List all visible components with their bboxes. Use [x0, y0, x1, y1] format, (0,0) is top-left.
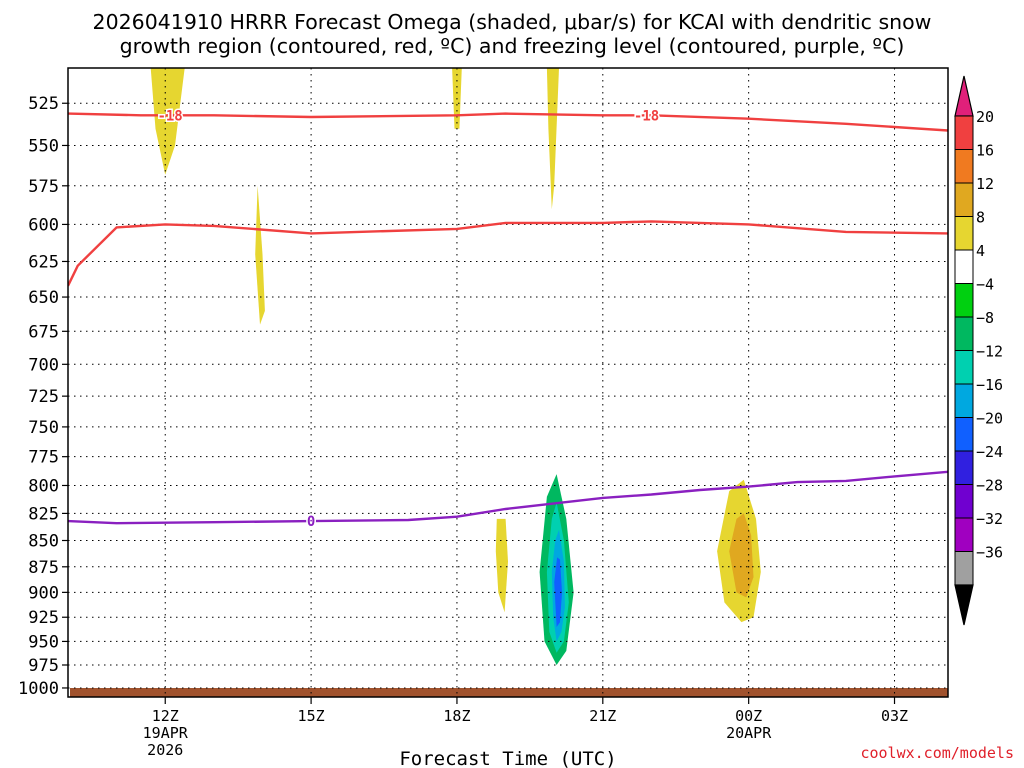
x-axis-label: Forecast Time (UTC): [399, 748, 616, 768]
omega-region-yellow-right-large: [797, 68, 948, 525]
colorbar-over-triangle: [954, 75, 974, 117]
colorbar-segment: [954, 249, 974, 284]
y-tick-label-625: 625: [28, 252, 59, 272]
omega-region-orange-14Z-streak: [255, 185, 265, 325]
colorbar-segment: [954, 149, 974, 184]
colorbar-label-20: 20: [976, 108, 994, 126]
omega-region-green-03Z: [870, 597, 948, 684]
y-tick-label-975: 975: [28, 656, 59, 676]
colorbar-label--12: −12: [976, 343, 1003, 361]
contour-0C: [68, 470, 948, 525]
colorbar-label-4: 4: [976, 242, 985, 260]
y-tick-label-875: 875: [28, 558, 59, 578]
colorbar-label--4: −4: [976, 276, 994, 294]
colorbar-label--28: −28: [976, 477, 1003, 495]
colorbar-segment: [954, 450, 974, 485]
colorbar-label--32: −32: [976, 510, 1003, 528]
y-tick-label-550: 550: [28, 136, 59, 156]
y-tick-label-950: 950: [28, 632, 59, 652]
colorbar-segment: [954, 417, 974, 452]
omega-region-yellow-21Z-thin: [598, 474, 608, 603]
x-date-label: 20APR: [726, 724, 772, 742]
x-tick-label-03Z: 03Z: [881, 707, 908, 725]
y-tick-label-900: 900: [28, 583, 59, 603]
x-date-label: 19APR: [143, 724, 189, 742]
y-tick-label-850: 850: [28, 531, 59, 551]
contour-layer: -18 -18 0: [68, 107, 948, 532]
terrain-strip: [70, 688, 948, 697]
omega-region-yellow-12Z-upper: [126, 68, 243, 283]
y-tick-label-525: 525: [28, 94, 59, 114]
axes-layer: 525 550 575 600 625 650 675 700 725 750 775 800 825 8…: [18, 67, 949, 759]
omega-region-yellow-22Z-column: [607, 68, 807, 345]
contour-label: -18: [157, 108, 182, 124]
omega-region-orange-20Z-streak: [546, 68, 559, 210]
colorbar-segment: [954, 383, 974, 418]
omega-region-green-22Z: [636, 450, 671, 665]
colorbar-under-triangle: [954, 584, 974, 626]
omega-region-yellow-13Z-column: [238, 68, 312, 413]
contour--12C: [68, 220, 948, 287]
x-tick-label-15Z: 15Z: [298, 707, 325, 725]
omega-region-blue-20Z-lower: [554, 557, 562, 627]
y-tick-label-1000: 1000: [18, 679, 59, 699]
omega-region-darkorange-00Z-lower: [729, 513, 754, 598]
contour-label: -18: [634, 108, 659, 124]
colorbar-segment: [954, 115, 974, 150]
colorbar-segment: [954, 316, 974, 351]
plot-frame: [67, 67, 949, 698]
colorbar-segment: [954, 350, 974, 385]
x-tick-label-00Z: 00Z: [735, 707, 762, 725]
x-year-label: 2026: [147, 741, 183, 759]
colorbar-label-12: 12: [976, 175, 994, 193]
y-tick-label-700: 700: [28, 355, 59, 375]
grid-layer: [68, 68, 948, 697]
colorbar-label--16: −16: [976, 376, 1003, 394]
x-tick-label-21Z: 21Z: [589, 707, 616, 725]
y-tick-label-750: 750: [28, 418, 59, 438]
omega-region-green-19Z-streak: [502, 68, 509, 322]
colorbar-label--36: −36: [976, 544, 1003, 562]
y-tick-label-575: 575: [28, 177, 59, 197]
colorbar-segment: [954, 484, 974, 519]
credit-link[interactable]: coolwx.com/models: [860, 744, 1014, 762]
omega-fill-layer: [70, 68, 948, 697]
colorbar-segment: [954, 551, 974, 586]
colorbar-segment: [954, 182, 974, 217]
chart-title: 2026041910 HRRR Forecast Omega (shaded, …: [92, 10, 932, 34]
y-tick-label-825: 825: [28, 504, 59, 524]
y-tick-label-650: 650: [28, 288, 59, 308]
omega-region-yellow-20Z-column: [534, 68, 608, 365]
y-tick-label-600: 600: [28, 215, 59, 235]
x-tick-label-18Z: 18Z: [443, 707, 470, 725]
colorbar-label-8: 8: [976, 209, 985, 227]
omega-region-orange-12Z-upper: [150, 68, 185, 175]
omega-region-yellow-18Z-column: [422, 68, 477, 298]
omega-region-orange-19Z-lower: [495, 518, 508, 613]
colorbar-label--24: −24: [976, 443, 1003, 461]
colorbar: 20 16 12 8 4 −4 −8 −12 −16 −20 −24 −28 −32 −36: [954, 75, 1003, 626]
y-tick-label-800: 800: [28, 476, 59, 496]
y-tick-label-725: 725: [28, 387, 59, 407]
colorbar-segment: [954, 283, 974, 318]
colorbar-segment: [954, 216, 974, 251]
colorbar-label-16: 16: [976, 142, 994, 160]
y-tick-label-675: 675: [28, 322, 59, 342]
x-tick-label-12Z: 12Z: [152, 707, 179, 725]
contour--18C: [68, 112, 948, 132]
y-tick-label-775: 775: [28, 448, 59, 468]
colorbar-label--8: −8: [976, 309, 994, 327]
colorbar-segment: [954, 517, 974, 552]
colorbar-label--20: −20: [976, 410, 1003, 428]
omega-region-green-01Z: [796, 450, 807, 530]
y-tick-label-925: 925: [28, 608, 59, 628]
omega-region-green-02Z: [821, 535, 871, 627]
contour-label: 0: [307, 514, 315, 530]
chart-subtitle: growth region (contoured, red, ºC) and f…: [119, 34, 905, 58]
